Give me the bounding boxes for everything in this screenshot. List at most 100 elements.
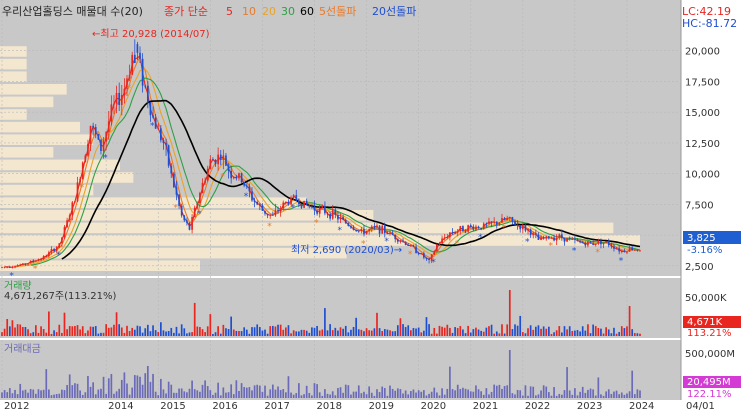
volume-bar — [113, 324, 115, 336]
amount-bar — [193, 389, 196, 398]
amount-bar — [631, 370, 634, 398]
amount-bar — [240, 383, 243, 398]
volume-bar — [597, 327, 600, 336]
candle-up — [279, 208, 282, 212]
volume-bar — [167, 331, 170, 336]
candle-up — [597, 240, 600, 244]
volume-profile-bar — [0, 222, 614, 234]
volume-bar — [55, 332, 58, 336]
candle-up — [389, 232, 391, 234]
candle-down — [618, 248, 621, 252]
amount-bar — [209, 390, 212, 398]
volume-bar — [170, 327, 173, 336]
candle-down — [607, 241, 610, 246]
candle-up — [498, 222, 501, 225]
amount-bar — [501, 388, 503, 398]
candle-down — [183, 215, 186, 221]
candle-up — [107, 121, 110, 132]
signal-marker: * — [9, 272, 14, 282]
volume-bar — [365, 328, 368, 336]
amount-bar — [24, 389, 27, 398]
amount-bar — [157, 395, 160, 398]
volume-bar — [342, 328, 344, 336]
candle-down — [295, 195, 298, 201]
volume-bar — [628, 306, 631, 336]
amount-bar — [568, 390, 571, 398]
candle-up — [206, 168, 209, 181]
amount-bar — [305, 385, 308, 398]
volume-bar — [274, 326, 277, 336]
amount-bar — [167, 381, 170, 398]
candle-down — [548, 236, 550, 239]
candle-up — [6, 266, 9, 268]
candlesticks — [1, 39, 641, 269]
candle-down — [188, 222, 191, 230]
volume-bar — [133, 329, 136, 336]
amount-bar — [337, 388, 339, 398]
volume-bar — [430, 333, 433, 336]
volume-bar — [555, 330, 558, 336]
candle-down — [243, 182, 246, 186]
volume-bar — [508, 290, 511, 336]
amount-bar — [613, 391, 615, 398]
volume-bar — [615, 333, 618, 336]
volume-bar — [467, 325, 469, 336]
amount-bar — [152, 373, 154, 398]
volume-bar — [66, 329, 68, 336]
amount-bar — [204, 380, 206, 398]
volume-bar — [589, 333, 592, 336]
candle-down — [230, 170, 233, 179]
candle-down — [610, 245, 613, 247]
candle-down — [373, 226, 376, 228]
candle-up — [555, 237, 558, 241]
amount-bar — [146, 365, 149, 398]
amount-bar — [639, 390, 641, 398]
amount-bar — [94, 394, 97, 398]
amount-bar — [316, 384, 318, 398]
candle-down — [316, 210, 318, 214]
signal-marker: * — [525, 238, 530, 248]
amount-bar — [467, 389, 469, 398]
candle-down — [542, 237, 545, 239]
signal-marker: * — [361, 239, 366, 249]
volume-bar — [399, 318, 402, 336]
candle-up — [339, 217, 342, 220]
volume-bar — [548, 326, 550, 336]
signal-marker: * — [548, 242, 553, 252]
legend-signal-up: 5선돌파 — [319, 5, 356, 18]
candle-up — [446, 237, 449, 239]
amount-bar — [396, 388, 399, 398]
amount-bar — [35, 393, 37, 398]
candle-up — [238, 173, 240, 179]
volume-bar — [331, 330, 334, 336]
signal-marker: * — [267, 222, 272, 232]
signal-marker: * — [80, 183, 85, 193]
volume-bar — [243, 327, 246, 336]
amount-bar — [269, 389, 272, 398]
candle-down — [519, 225, 522, 230]
candle-up — [467, 225, 469, 232]
volume-bar — [321, 329, 324, 336]
amount-bar — [261, 391, 264, 398]
legend-ma20: 20 — [262, 5, 276, 18]
candle-up — [102, 141, 105, 152]
amount-bar — [592, 389, 594, 398]
amount-bar — [477, 389, 480, 398]
amount-bar — [529, 386, 532, 398]
volume-profile-bar — [0, 197, 307, 208]
candle-down — [391, 232, 394, 235]
volume-bar — [566, 329, 568, 336]
candle-down — [451, 232, 454, 234]
candle-down — [245, 185, 248, 187]
volume-bar — [107, 327, 110, 336]
signal-markers: * * * * * * * * * * * * * * * * * * * * * * * * * * * — [9, 84, 623, 282]
candle-up — [605, 241, 607, 243]
amount-bar — [136, 375, 139, 398]
amount-bar — [623, 394, 626, 398]
amount-title: 거래대금 — [4, 343, 41, 355]
amount-bar — [238, 390, 240, 398]
amount-bar — [462, 387, 464, 398]
volume-bar — [180, 324, 183, 336]
amount-bar — [186, 392, 188, 398]
